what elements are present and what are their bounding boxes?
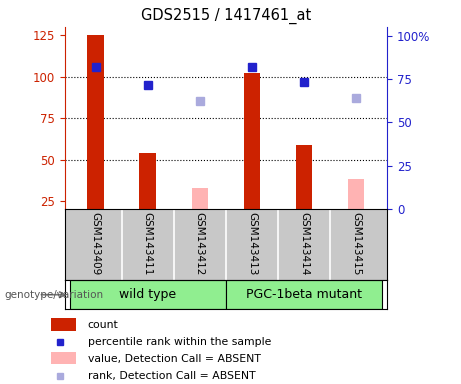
Bar — [296, 145, 312, 209]
Text: count: count — [88, 320, 118, 330]
Bar — [51, 318, 76, 331]
Bar — [226, 280, 382, 309]
Text: rank, Detection Call = ABSENT: rank, Detection Call = ABSENT — [88, 371, 255, 381]
Text: wild type: wild type — [119, 288, 177, 301]
Title: GDS2515 / 1417461_at: GDS2515 / 1417461_at — [141, 8, 311, 24]
Text: PGC-1beta mutant: PGC-1beta mutant — [246, 288, 362, 301]
Text: genotype/variation: genotype/variation — [5, 290, 104, 300]
Bar — [88, 35, 104, 209]
Text: percentile rank within the sample: percentile rank within the sample — [88, 337, 271, 347]
Text: GSM143411: GSM143411 — [143, 212, 153, 275]
Bar — [140, 153, 156, 209]
Text: GSM143413: GSM143413 — [247, 212, 257, 275]
Bar — [243, 73, 260, 209]
Bar — [348, 179, 364, 209]
Text: GSM143412: GSM143412 — [195, 212, 205, 275]
Text: GSM143415: GSM143415 — [351, 212, 361, 275]
Bar — [51, 352, 76, 364]
Text: GSM143409: GSM143409 — [91, 212, 101, 275]
Bar — [191, 188, 208, 209]
Text: GSM143414: GSM143414 — [299, 212, 309, 275]
Text: value, Detection Call = ABSENT: value, Detection Call = ABSENT — [88, 354, 260, 364]
Bar — [70, 280, 226, 309]
